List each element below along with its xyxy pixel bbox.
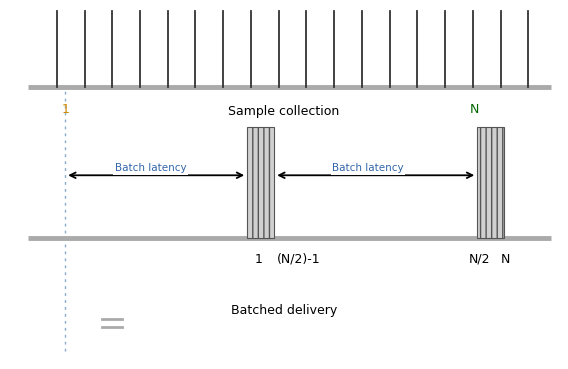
Text: Sample collection: Sample collection xyxy=(228,105,340,118)
Text: 1: 1 xyxy=(254,253,262,266)
Text: Batched delivery: Batched delivery xyxy=(231,304,337,317)
Text: (N/2)-1: (N/2)-1 xyxy=(277,253,320,266)
Text: Batch latency: Batch latency xyxy=(115,163,186,173)
Bar xyxy=(477,127,504,238)
Text: 1: 1 xyxy=(61,103,69,116)
Text: N/2: N/2 xyxy=(469,253,491,266)
Text: N: N xyxy=(470,103,479,116)
Text: N: N xyxy=(501,253,510,266)
Bar xyxy=(247,127,274,238)
Text: Batch latency: Batch latency xyxy=(332,163,404,173)
